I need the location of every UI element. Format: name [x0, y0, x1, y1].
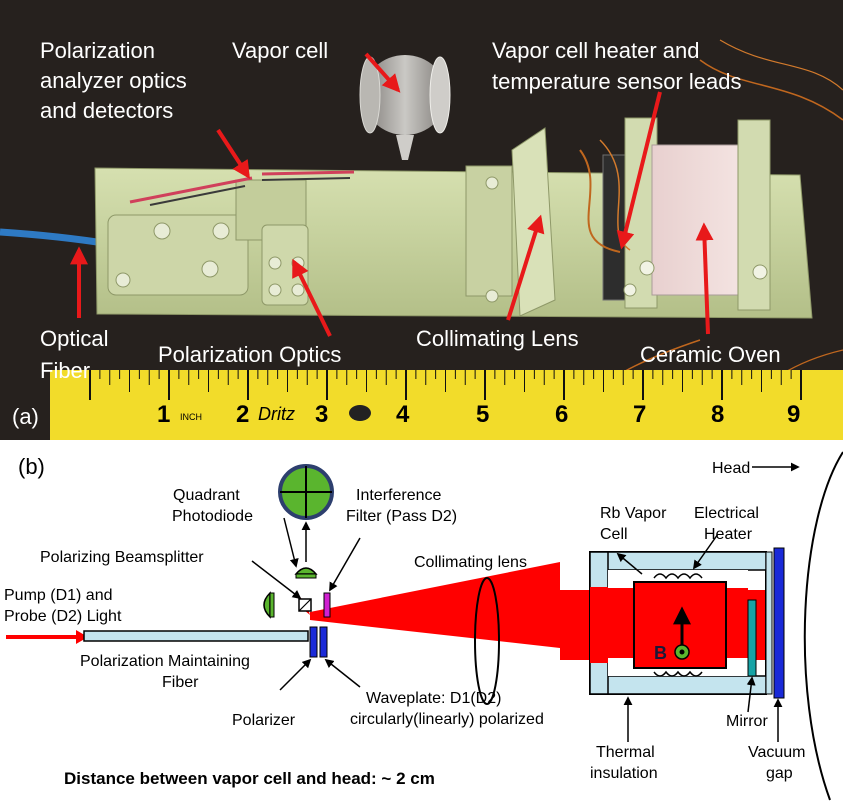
ruler-number: 7: [633, 401, 646, 428]
label-heater-leads: Vapor cell heater and: [492, 38, 700, 63]
label-electrical-heater: Electrical: [694, 505, 759, 522]
interference-filter: [323, 592, 331, 618]
ruler-brand: Dritz: [258, 404, 295, 424]
panel-a-photo: 1 INCH 2 Dritz 3 4 5 6 7 8 9 Polarizatio…: [0, 0, 843, 440]
ruler-number: 9: [787, 401, 800, 428]
side-photodiode: [263, 591, 271, 619]
ruler-inch-mark: INCH: [180, 412, 202, 422]
label-polarizer: Polarizer: [232, 712, 296, 729]
measuring-ruler: [50, 370, 843, 440]
arrow-ceramic-oven: [695, 222, 714, 335]
ruler-number: 4: [396, 401, 410, 428]
panel-a-tag: (a): [12, 404, 39, 429]
label-waveplate: circularly(linearly) polarized: [350, 711, 544, 728]
label-pm-fiber: Polarization Maintaining: [80, 653, 250, 670]
ruler-logo-icon: [349, 405, 371, 421]
panel-b-tag: (b): [18, 454, 45, 479]
label-thermal-insulation: Thermal: [596, 744, 655, 761]
arrow-polarization-optics: [292, 258, 332, 337]
label-rb-vapor-cell: Cell: [600, 526, 628, 543]
head-surface: [803, 451, 843, 801]
ruler-number: 8: [711, 401, 724, 428]
arrow-vapor-cell: [364, 52, 401, 93]
label-pm-fiber: Fiber: [162, 674, 199, 691]
ruler-number: 2: [236, 401, 249, 428]
caption-distance: Distance between vapor cell and head: ~ …: [64, 769, 435, 788]
label-electrical-heater: Heater: [704, 526, 753, 543]
ceramic-oven: [651, 144, 745, 296]
label-optical-fiber: Fiber: [40, 358, 90, 383]
label-polarization-analyzer: and detectors: [40, 98, 173, 123]
laser-beam-expanding: [310, 562, 560, 648]
ruler-number: 3: [315, 401, 328, 428]
ruler-number: 1: [157, 401, 170, 428]
label-interference-filter: Filter (Pass D2): [346, 508, 457, 525]
label-quadrant-photodiode: Quadrant: [173, 487, 240, 504]
label-optical-fiber: Optical: [40, 326, 108, 351]
waveplate-element: [319, 626, 328, 658]
label-polarization-optics: Polarization Optics: [158, 342, 341, 367]
ruler-ticks: [89, 370, 802, 400]
heater-coil-bottom: [653, 670, 703, 677]
label-vacuum-gap: gap: [766, 765, 793, 782]
panel-b-schematic: (b): [4, 451, 843, 801]
heater-coil-top: [653, 573, 703, 580]
label-vacuum-gap: Vacuum: [748, 744, 806, 761]
b-field-label: B: [654, 643, 667, 663]
label-vapor-cell: Vapor cell: [232, 38, 328, 63]
arrow-analyzer: [216, 128, 250, 180]
vacuum-window: [773, 547, 785, 699]
polarizer-element: [309, 626, 318, 658]
label-collimating-lens-b: Collimating lens: [414, 554, 527, 571]
label-quadrant-photodiode: Photodiode: [172, 508, 253, 525]
pm-fiber: [83, 630, 309, 642]
arrow-heater-leads: [616, 91, 662, 250]
label-polarization-analyzer: analyzer optics: [40, 68, 187, 93]
photodiode-small: [294, 567, 318, 575]
label-waveplate: Waveplate: D1(D2): [366, 690, 501, 707]
label-interference-filter: Interference: [356, 487, 441, 504]
label-mirror: Mirror: [726, 713, 768, 730]
label-pump-probe: Pump (D1) and: [4, 587, 113, 604]
ruler-number: 5: [476, 401, 489, 428]
label-rb-vapor-cell: Rb Vapor: [600, 505, 667, 522]
mirror-element: [747, 599, 757, 677]
label-heater-leads: temperature sensor leads: [492, 69, 741, 94]
ruler-number: 6: [555, 401, 568, 428]
label-beamsplitter: Polarizing Beamsplitter: [40, 549, 204, 566]
collimating-lens-shape: [474, 577, 500, 705]
label-pump-probe: Probe (D2) Light: [4, 608, 122, 625]
label-ceramic-oven: Ceramic Oven: [640, 342, 781, 367]
label-thermal-insulation: insulation: [590, 765, 658, 782]
label-head: Head: [712, 460, 750, 477]
label-collimating-lens: Collimating Lens: [416, 326, 579, 351]
arrow-collimating-lens: [506, 214, 545, 321]
label-polarization-analyzer: Polarization: [40, 38, 155, 63]
